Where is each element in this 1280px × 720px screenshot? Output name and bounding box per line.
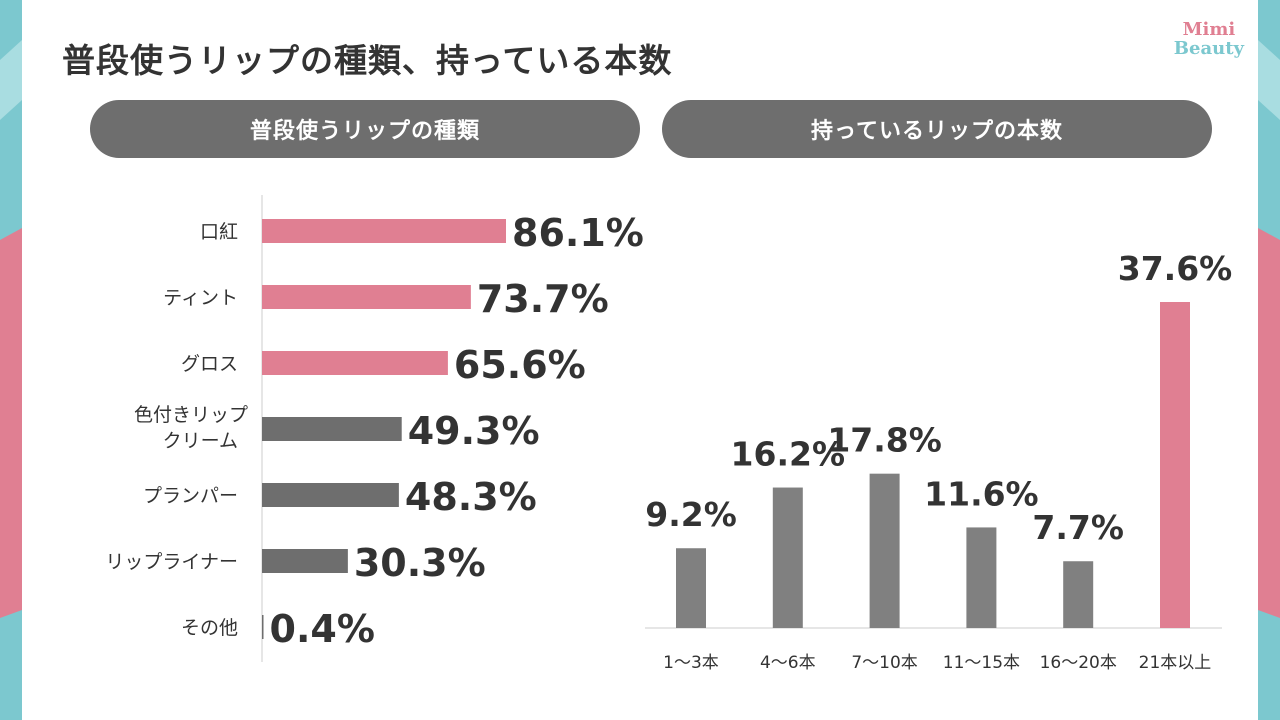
slide-card: 普段使うリップの種類、持っている本数 Mimi Beauty 普段使うリップの種…	[22, 0, 1258, 720]
logo-line-1: Mimi	[1182, 19, 1236, 40]
column-2	[772, 487, 803, 628]
column-value-label-2: 16.2%	[731, 435, 846, 474]
value-label-5: 48.3%	[405, 475, 537, 519]
column-4	[966, 527, 997, 628]
value-label-6: 30.3%	[354, 541, 486, 585]
page-title: 普段使うリップの種類、持っている本数	[62, 41, 673, 80]
x-tick-label-2: 4〜6本	[760, 653, 816, 673]
decorative-stripe-left	[0, 0, 22, 720]
x-tick-label-6: 21本以上	[1139, 653, 1212, 673]
category-label-4: 色付きリップクリーム	[134, 404, 248, 452]
column-6	[1160, 302, 1190, 628]
column-value-label-3: 17.8%	[827, 421, 942, 460]
column-value-label-5: 7.7%	[1032, 508, 1124, 547]
x-tick-label-5: 16〜20本	[1040, 653, 1117, 673]
x-tick-label-1: 1〜3本	[663, 653, 719, 673]
left-chart-title: 普段使うリップの種類	[90, 100, 640, 158]
column-3	[869, 473, 900, 628]
category-label-6: リップライナー	[105, 551, 238, 573]
bar-7	[262, 615, 264, 639]
logo-line-2: Beauty	[1173, 38, 1244, 59]
column-1	[676, 548, 706, 628]
bar-4	[262, 417, 402, 441]
value-label-7: 0.4%	[270, 607, 375, 651]
bar-6	[262, 549, 348, 573]
column-5	[1063, 561, 1094, 628]
category-label-5: プランパー	[143, 485, 238, 507]
category-label-2: ティント	[163, 287, 238, 309]
value-label-4: 49.3%	[408, 409, 540, 453]
brand-logo: Mimi Beauty	[1174, 20, 1244, 58]
value-label-3: 65.6%	[454, 343, 586, 387]
x-tick-label-4: 11〜15本	[943, 653, 1020, 673]
value-label-1: 86.1%	[512, 211, 644, 255]
bar-3	[262, 351, 448, 375]
bar-2	[262, 285, 471, 309]
column-value-label-6: 37.6%	[1118, 249, 1233, 288]
right-chart-title: 持っているリップの本数	[662, 100, 1212, 158]
bar-1	[262, 219, 506, 243]
column-value-label-4: 11.6%	[924, 474, 1039, 513]
x-tick-label-3: 7〜10本	[851, 653, 917, 673]
decorative-stripe-right	[1258, 0, 1280, 720]
category-label-3: グロス	[181, 353, 238, 375]
value-label-2: 73.7%	[477, 277, 609, 321]
category-label-7: その他	[181, 617, 238, 639]
category-label-1: 口紅	[200, 221, 238, 243]
column-value-label-1: 9.2%	[645, 495, 737, 534]
bar-5	[262, 483, 399, 507]
